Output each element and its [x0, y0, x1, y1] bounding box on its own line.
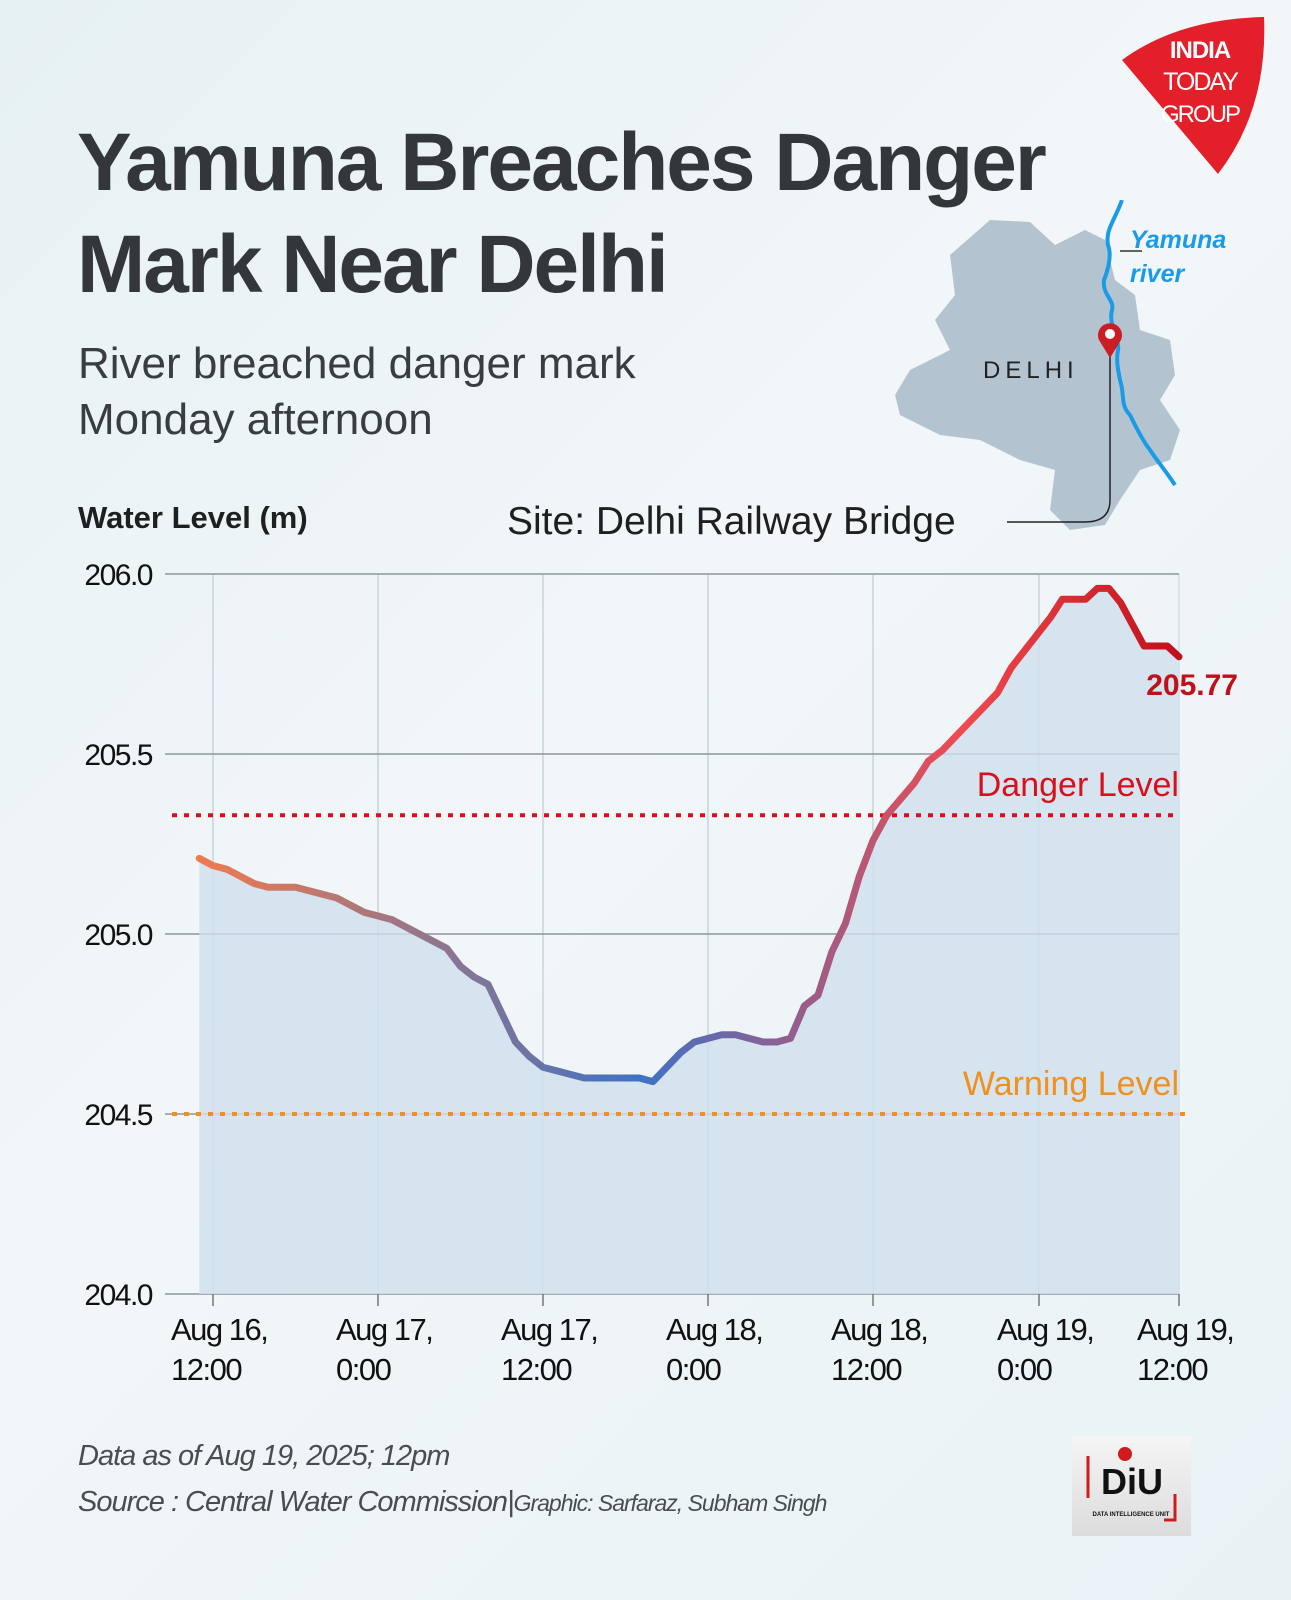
title-line-2: Mark Near Delhi [77, 219, 669, 310]
diu-logo-subtext: DATA INTELLIGENCE UNIT [1093, 1512, 1170, 1518]
subtitle-line-2: Monday afternoon [78, 395, 433, 444]
yamuna-river-path [1101, 200, 1177, 487]
x-tick-label-line-1: Aug 19, [997, 1312, 1093, 1347]
x-tick-label-line-2: 12:00 [1137, 1352, 1208, 1387]
location-pin-icon [1098, 323, 1122, 358]
x-tick-label-line-2: 0:00 [336, 1352, 392, 1387]
title-line-1: Yamuna Breaches Danger [77, 117, 1047, 208]
x-tick-label-line-2: 0:00 [666, 1352, 722, 1387]
y-tick-label: 205.5 [84, 739, 152, 772]
area-fill [199, 588, 1179, 1294]
water-level-line [195, 584, 1183, 1086]
x-tick-label-line-1: Aug 17, [501, 1312, 597, 1347]
region-label: DELHI [983, 357, 1079, 384]
delhi-map: Yamuna river DELHI [895, 200, 1226, 530]
reference-label-warning: Warning Level [963, 1065, 1179, 1103]
x-tick-label-line-2: 12:00 [501, 1352, 572, 1387]
site-label: Site: Delhi Railway Bridge [507, 500, 956, 543]
site-leader-line [1007, 355, 1111, 523]
y-tick-label: 206.0 [84, 559, 152, 592]
diu-logo: DiU DATA INTELLIGENCE UNIT [1072, 1436, 1191, 1536]
x-tick-label-line-2: 0:00 [997, 1352, 1053, 1387]
x-tick-label-line-1: Aug 19, [1137, 1312, 1233, 1347]
x-tick-label-line-1: Aug 18, [831, 1312, 927, 1347]
x-tick-label-line-2: 12:00 [171, 1352, 242, 1387]
logo-text-today: TODAY [1163, 68, 1239, 96]
reference-label-danger: Danger Level [977, 766, 1179, 804]
india-today-group-logo: INDIA TODAY GROUP [1122, 17, 1265, 174]
x-tick-label-line-1: Aug 18, [666, 1312, 762, 1347]
water-level-chart: Danger Level Warning Level Aug 16, 12:00 Au… [84, 559, 1238, 1387]
page-title: Yamuna Breaches Danger Mark Near Delhi [77, 112, 1047, 316]
y-tick-label: 204.5 [84, 1099, 152, 1132]
logo-text-group: GROUP [1161, 101, 1240, 128]
x-tick-label-line-1: Aug 17, [336, 1312, 432, 1347]
end-value-label: 205.77 [1146, 669, 1238, 702]
y-axis-label: Water Level (m) [78, 500, 308, 535]
source-credit: Source : Central Water Commission|Graphi… [78, 1486, 828, 1519]
x-tick-label-line-2: 12:00 [831, 1352, 902, 1387]
x-tick-label-line-1: Aug 16, [171, 1312, 267, 1347]
river-label-line-2: river [1130, 260, 1185, 288]
graphic-credit: Graphic: Sarfaraz, Subham Singh [513, 1490, 828, 1516]
logo-text-india: INDIA [1170, 37, 1231, 64]
y-tick-label: 205.0 [84, 919, 152, 952]
separator: | [507, 1486, 514, 1518]
source-text: Source : Central Water Commission [78, 1486, 508, 1518]
data-note: Data as of Aug 19, 2025; 12pm [78, 1440, 450, 1472]
y-tick-label: 204.0 [84, 1279, 152, 1312]
river-label-line-1: Yamuna [1130, 226, 1226, 254]
diu-logo-text: DiU [1101, 1461, 1163, 1502]
subtitle-line-1: River breached danger mark [78, 339, 636, 388]
subtitle: River breached danger mark Monday aftern… [78, 336, 636, 448]
